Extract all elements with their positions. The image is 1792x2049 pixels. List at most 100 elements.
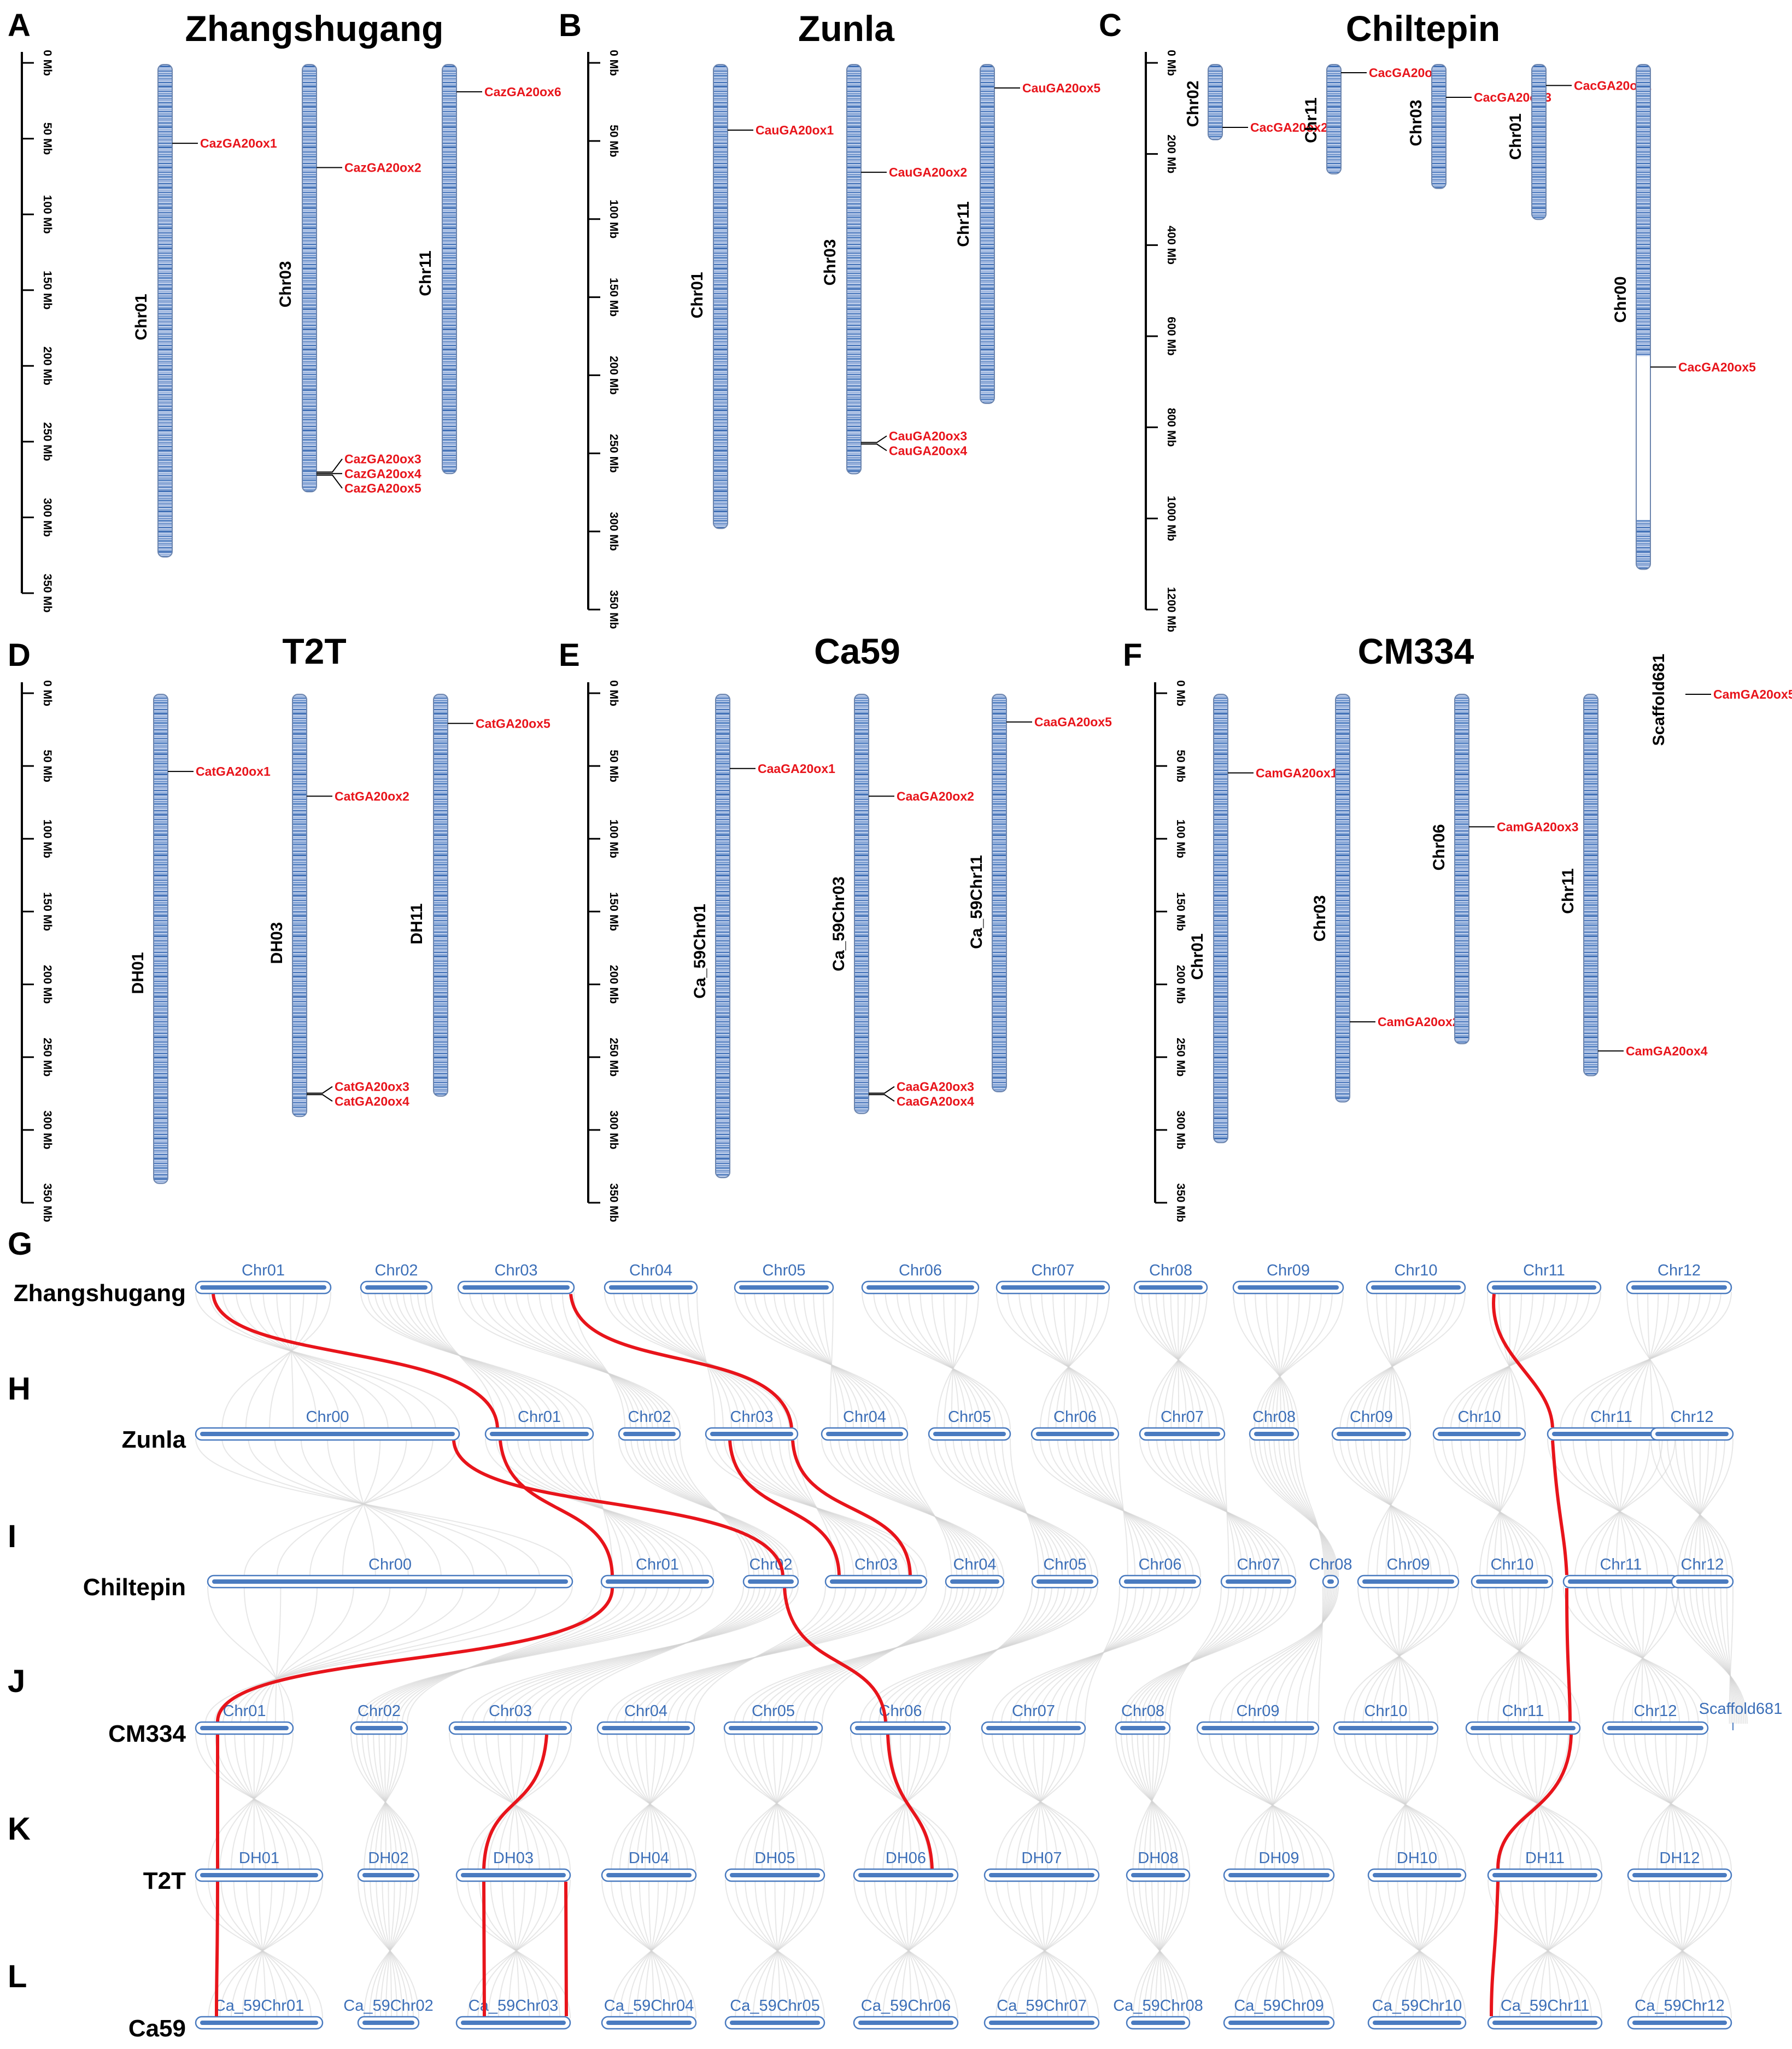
synteny-chromosome-label: DH02 xyxy=(368,1849,408,1867)
synteny-chromosome-label: Chr04 xyxy=(624,1702,667,1720)
ga20ox-synteny-link xyxy=(783,1588,887,1722)
synteny-ribbon-line xyxy=(985,1438,1057,1578)
panel-title: T2T xyxy=(282,631,346,671)
synteny-chromosome-chr00: Chr00 xyxy=(195,1408,460,1441)
synteny-ribbon-line xyxy=(1720,1585,1734,1724)
axis-tick-label: 250 Mb xyxy=(41,1038,54,1076)
synteny-ribbon-line xyxy=(626,1732,671,1871)
synteny-chromosome-core xyxy=(1238,1285,1339,1290)
synteny-ribbon-line xyxy=(469,1291,675,1430)
synteny-ribbon-line xyxy=(995,1879,1099,2019)
gene-cauga20ox2: CauGA20ox2 xyxy=(861,165,967,179)
synteny-ribbon-line xyxy=(1224,1438,1229,1578)
synteny-chromosome-core xyxy=(1476,1579,1548,1584)
synteny-panels: G Zhangshugang Chr01 Chr02 Chr03 Chr04 Chr05 Ch… xyxy=(8,1226,1782,2042)
synteny-ribbon-line xyxy=(505,1585,777,1724)
synteny-ribbon-line xyxy=(1403,1732,1407,1871)
synteny-chromosome-core xyxy=(1492,2021,1597,2025)
synteny-ribbon-line xyxy=(366,1585,692,1724)
synteny-chromosome-label: Chr10 xyxy=(1458,1408,1501,1426)
chromosome-chr01: Chr01 CauGA20ox1 xyxy=(688,64,834,529)
gene-label: CacGA20ox2 xyxy=(1250,120,1328,134)
synteny-ribbon-line xyxy=(735,1732,823,1871)
synteny-ribbon-line xyxy=(1637,1732,1708,1871)
synteny-ribbon-line xyxy=(381,1585,658,1724)
chromosome-dh01: DH01 CatGA20ox1 xyxy=(129,694,271,1184)
synteny-ribbon-line xyxy=(920,1291,974,1430)
synteny-chromosome-core xyxy=(1226,1579,1291,1584)
chromosome-chr00: Chr00 CacGA20ox5 xyxy=(1612,64,1756,570)
synteny-ribbon-line xyxy=(239,1585,427,1724)
synteny-ribbon-line xyxy=(969,1438,1069,1578)
synteny-ribbon-line xyxy=(943,1291,960,1430)
synteny-ribbon-line xyxy=(611,1879,696,2019)
scale-axis: 0 Mb 50 Mb 100 Mb 150 Mb 200 Mb 250 Mb 300 Mb 3… xyxy=(587,50,620,629)
synteny-chromosome-chr01: Chr01 xyxy=(600,1556,715,1589)
gene-connector xyxy=(861,435,887,443)
genome-label: Chiltepin xyxy=(83,1574,186,1601)
synteny-ribbon-line xyxy=(1159,1585,1237,1724)
synteny-chromosome-chr06: Chr06 xyxy=(850,1702,951,1735)
synteny-chromosome-core xyxy=(866,1285,974,1290)
synteny-ribbon-line xyxy=(1263,1585,1331,1724)
synteny-ribbon-line xyxy=(1544,1879,1551,2019)
synteny-ribbon-line xyxy=(274,1585,282,1724)
synteny-ribbon-line xyxy=(1263,1438,1335,1578)
synteny-chromosome-core xyxy=(1036,1432,1114,1436)
chromosome-scaffold681: Scaffold681 CamGA20ox5 xyxy=(1650,654,1792,746)
synteny-ribbon-line xyxy=(1233,1291,1299,1430)
synteny-chromosome-core xyxy=(729,1726,818,1730)
synteny-ribbon-line xyxy=(829,1438,999,1578)
synteny-chromosome-core xyxy=(1327,1579,1334,1584)
synteny-ribbon-line xyxy=(1234,1879,1334,2019)
synteny-chromosome-dh04: DH04 xyxy=(601,1849,697,1882)
background-synteny-ribbons xyxy=(195,1291,1748,2019)
synteny-chromosome-core xyxy=(362,1873,414,1877)
synteny-chromosome-core xyxy=(1373,1873,1461,1877)
gene-cazga20ox4: CazGA20ox4 xyxy=(317,466,421,481)
synteny-ribbon-line xyxy=(1318,1585,1323,1724)
synteny-ribbon-line xyxy=(1039,1291,1110,1430)
synteny-chromosome-chr04: Chr04 xyxy=(945,1556,1005,1589)
synteny-chromosome-chr04: Chr04 xyxy=(604,1262,698,1295)
synteny-chromosome-core xyxy=(606,2021,692,2025)
synteny-ribbon-line xyxy=(221,1291,331,1430)
synteny-ribbon-line xyxy=(896,1291,989,1430)
synteny-ribbon-line xyxy=(244,1732,266,1871)
synteny-ribbon-line xyxy=(527,1291,648,1430)
synteny-ribbon-line xyxy=(1169,1585,1222,1724)
synteny-ribbon-line xyxy=(1605,1438,1638,1578)
synteny-ribbon-line xyxy=(1041,1879,1048,2019)
synteny-ribbon-line xyxy=(224,1732,289,1871)
synteny-ribbon-line xyxy=(783,1291,870,1430)
synteny-ribbon-line xyxy=(1683,1438,1712,1578)
gene-cauga20ox3: CauGA20ox3 xyxy=(861,429,967,443)
axis-tick-label: 150 Mb xyxy=(41,271,54,309)
gene-caaga20ox5: CaaGA20ox5 xyxy=(1006,715,1112,729)
panel-a: A Zhangshugang 0 Mb 50 Mb 100 Mb 150 Mb 200 Mb… xyxy=(8,8,561,613)
synteny-ribbon-line xyxy=(449,1732,571,1871)
synteny-chromosome-label: Chr12 xyxy=(1634,1702,1677,1720)
synteny-chromosome-chr11: Chr11 xyxy=(1465,1702,1581,1735)
synteny-chromosome-core xyxy=(1632,1873,1727,1877)
chromosome-label: DH03 xyxy=(268,922,286,964)
synteny-chromosome-label: Chr12 xyxy=(1681,1556,1724,1573)
panel-k: K T2T DH01 DH02 DH03 DH04 DH05 DH06 DH07 DH08 DH09… xyxy=(8,1811,1732,1894)
synteny-ribbon-line xyxy=(274,1438,475,1578)
synteny-chromosome-chr11: Chr11 xyxy=(1486,1262,1602,1295)
synteny-ribbon-line xyxy=(1637,1879,1732,2019)
synteny-chromosome-chr11: Chr11 xyxy=(1547,1408,1676,1441)
synteny-ribbon-line xyxy=(1047,1291,1099,1430)
chromosome-chr01: Chr01 CamGA20ox1 xyxy=(1188,694,1338,1144)
synteny-ribbon-line xyxy=(1221,1732,1315,1871)
chromosome-label: Chr00 xyxy=(1612,276,1630,323)
synteny-chromosome-core xyxy=(606,1579,709,1584)
synteny-ribbon-line xyxy=(804,1585,958,1724)
synteny-chromosome-label: Chr07 xyxy=(1161,1408,1204,1426)
chromosome-body xyxy=(153,694,168,1184)
synteny-ribbon-line xyxy=(1522,1732,1551,1871)
synteny-chromosome-core xyxy=(1254,1432,1294,1436)
synteny-chromosome-label: Chr10 xyxy=(1365,1702,1408,1720)
